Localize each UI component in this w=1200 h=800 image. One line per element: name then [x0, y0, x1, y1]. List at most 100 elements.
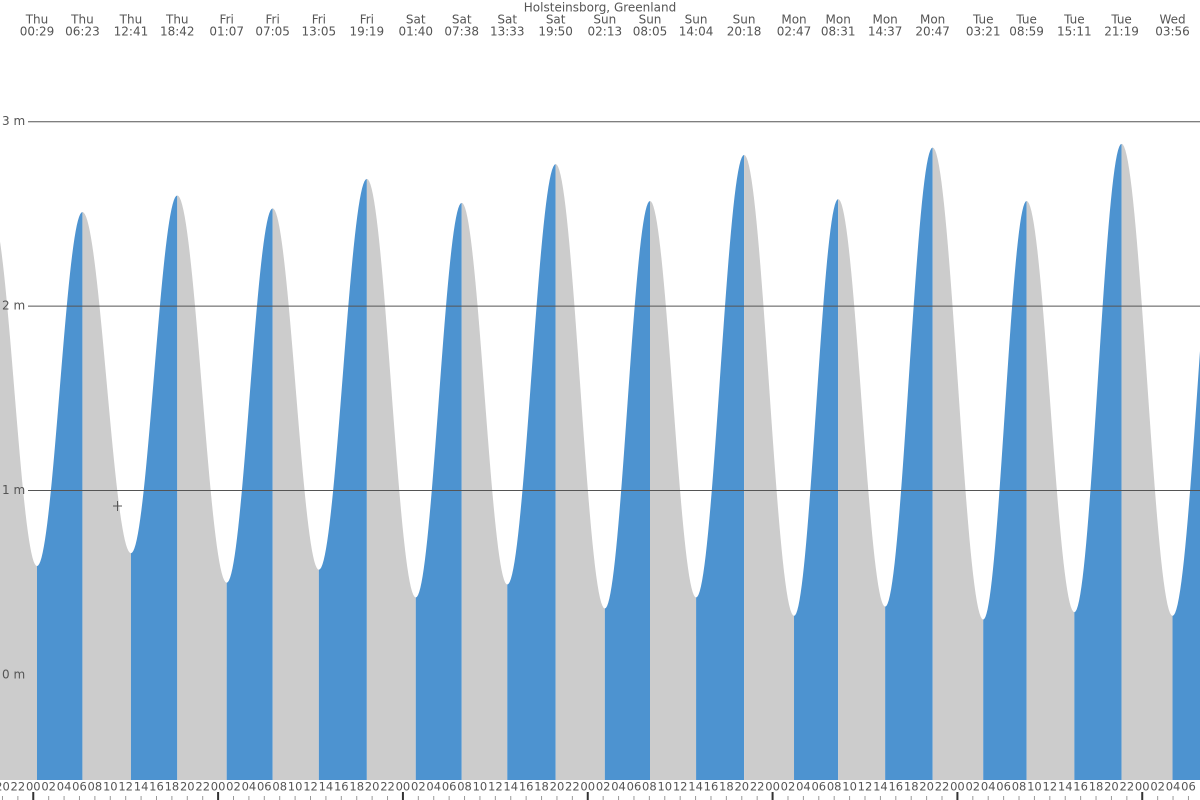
x-tick-label: 10: [1027, 780, 1042, 794]
chart-title: Holsteinsborg, Greenland: [524, 1, 676, 15]
x-tick-label: 00: [26, 780, 41, 794]
x-tick-label: 00: [1135, 780, 1150, 794]
falling-tide: [366, 178, 416, 780]
falling-tide: [82, 212, 131, 780]
falling-tide: [1121, 143, 1173, 780]
extreme-day: Sun: [639, 13, 662, 27]
x-tick-label: 02: [965, 780, 980, 794]
x-tick-label: 20: [365, 780, 380, 794]
x-tick-label: 08: [1012, 780, 1027, 794]
x-tick-label: 12: [303, 780, 318, 794]
x-tick-label: 06: [996, 780, 1011, 794]
extreme-time: 00:29: [20, 25, 55, 39]
x-tick-label: 02: [781, 780, 796, 794]
x-tick-label: 14: [503, 780, 518, 794]
x-tick-label: 16: [704, 780, 719, 794]
falling-tide: [177, 195, 227, 780]
x-tick-label: 18: [904, 780, 919, 794]
falling-tide: [932, 147, 984, 780]
falling-tide: [0, 241, 37, 780]
x-tick-label: 18: [719, 780, 734, 794]
x-tick-label: 12: [488, 780, 503, 794]
extreme-time: 14:37: [868, 25, 903, 39]
extreme-time: 14:04: [679, 25, 714, 39]
extreme-day: Tue: [1110, 13, 1132, 27]
y-tick-label: 1 m: [2, 483, 25, 497]
x-tick-label: 20: [0, 780, 10, 794]
extreme-day: Fri: [220, 13, 234, 27]
extreme-day: Sat: [452, 13, 472, 27]
rising-tide: [1074, 143, 1122, 780]
extreme-day: Sat: [406, 13, 426, 27]
x-tick-label: 12: [858, 780, 873, 794]
extreme-time: 06:23: [65, 25, 100, 39]
rising-tide: [1172, 350, 1200, 780]
x-tick-label: 04: [57, 780, 72, 794]
y-tick-label: 3 m: [2, 114, 25, 128]
x-tick-label: 10: [288, 780, 303, 794]
x-tick-label: 06: [1181, 780, 1196, 794]
x-tick-label: 12: [1043, 780, 1058, 794]
extreme-time: 08:31: [821, 25, 856, 39]
x-tick-label: 06: [811, 780, 826, 794]
x-tick-label: 06: [257, 780, 272, 794]
x-tick-label: 02: [596, 780, 611, 794]
x-tick-label: 18: [349, 780, 364, 794]
cursor: [113, 501, 122, 511]
x-tick-label: 18: [534, 780, 549, 794]
extreme-time: 02:13: [588, 25, 623, 39]
extreme-time: 01:07: [209, 25, 244, 39]
x-tick-label: 16: [888, 780, 903, 794]
extreme-day: Fri: [265, 13, 279, 27]
extreme-time: 02:47: [777, 25, 812, 39]
x-tick-label: 04: [426, 780, 441, 794]
x-tick-label: 22: [11, 780, 26, 794]
extreme-time: 13:33: [490, 25, 525, 39]
x-tick-label: 22: [195, 780, 210, 794]
falling-tide: [272, 208, 319, 780]
x-tick-label: 18: [1089, 780, 1104, 794]
x-tick-label: 22: [1120, 780, 1135, 794]
extreme-time: 07:38: [444, 25, 479, 39]
y-tick-label: 2 m: [2, 299, 25, 313]
extreme-time: 12:41: [114, 25, 149, 39]
x-tick-label: 20: [1104, 780, 1119, 794]
falling-tide: [461, 202, 508, 781]
falling-tide: [838, 199, 886, 780]
extreme-day: Sun: [685, 13, 708, 27]
x-tick-label: 08: [272, 780, 287, 794]
extreme-time: 03:21: [966, 25, 1001, 39]
x-axis-strip: [0, 780, 1200, 800]
extreme-time: 08:59: [1009, 25, 1044, 39]
x-tick-label: 02: [41, 780, 56, 794]
x-tick-label: 10: [473, 780, 488, 794]
extreme-day: Fri: [360, 13, 374, 27]
x-tick-label: 06: [627, 780, 642, 794]
rising-tide: [318, 178, 367, 780]
rising-tide: [507, 164, 556, 781]
x-tick-label: 20: [919, 780, 934, 794]
x-tick-label: 00: [396, 780, 411, 794]
x-tick-label: 16: [1073, 780, 1088, 794]
x-tick-label: 16: [519, 780, 534, 794]
x-tick-label: 12: [673, 780, 688, 794]
extreme-time: 07:05: [255, 25, 290, 39]
extreme-day: Sun: [593, 13, 616, 27]
rising-tide: [415, 202, 462, 781]
x-tick-label: 22: [565, 780, 580, 794]
extreme-day: Tue: [1063, 13, 1085, 27]
extreme-day: Thu: [70, 13, 94, 27]
falling-tide: [744, 154, 795, 780]
x-tick-label: 00: [211, 780, 226, 794]
x-tick-label: 02: [1150, 780, 1165, 794]
extreme-day: Thu: [165, 13, 189, 27]
x-tick-label: 16: [334, 780, 349, 794]
x-tick-label: 06: [72, 780, 87, 794]
x-tick-label: 00: [950, 780, 965, 794]
x-tick-label: 00: [765, 780, 780, 794]
rising-tide: [794, 199, 839, 780]
rising-tide: [130, 195, 178, 780]
x-tick-label: 08: [457, 780, 472, 794]
x-tick-label: 08: [88, 780, 103, 794]
